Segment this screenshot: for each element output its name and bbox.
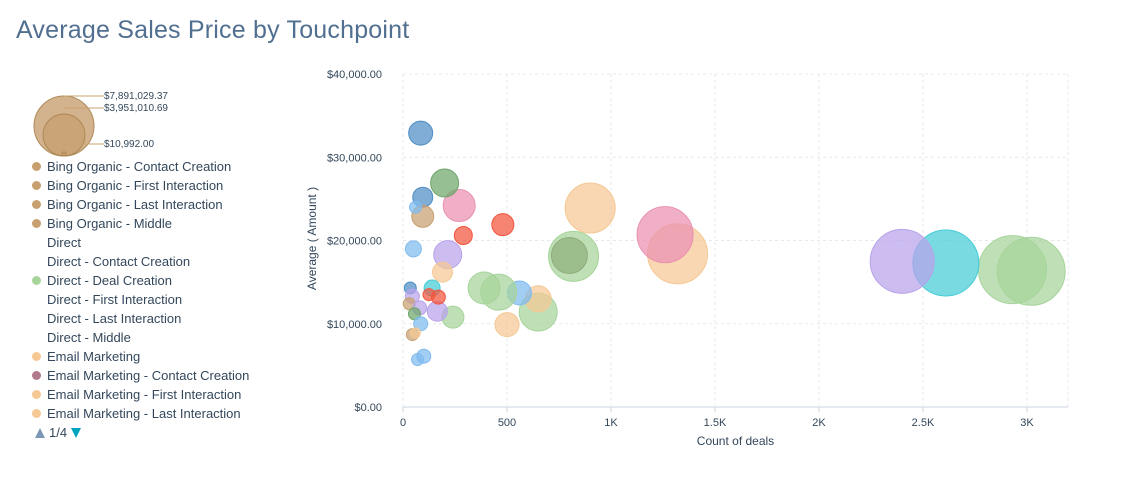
size-legend-svg: $7,891,029.37 $3,951,010.69 $10,992.00 xyxy=(33,91,168,157)
y-tick-label: $20,000.00 xyxy=(327,236,382,248)
legend-item[interactable]: Direct xyxy=(32,233,292,252)
legend-item-label: Email Marketing - Last Interaction xyxy=(47,406,241,421)
size-legend-label-small: $10,992.00 xyxy=(104,139,154,150)
legend-item[interactable]: Direct - Last Interaction xyxy=(32,309,292,328)
legend-swatch-icon xyxy=(32,390,41,399)
y-tick-label: $40,000.00 xyxy=(327,69,382,81)
size-legend-circle-small xyxy=(61,151,67,157)
legend-item[interactable]: Direct - Deal Creation xyxy=(32,271,292,290)
bubble-point xyxy=(422,288,436,302)
x-tick-label: 1.5K xyxy=(704,417,727,429)
legend-item-label: Bing Organic - Contact Creation xyxy=(47,159,232,174)
legend-swatch-icon xyxy=(32,276,41,285)
bubble-point xyxy=(411,353,425,367)
legend-swatch-icon xyxy=(32,352,41,361)
legend-pager: 1/4 xyxy=(34,425,82,440)
x-tick-label: 1K xyxy=(604,417,618,429)
legend-item-label: Direct - First Interaction xyxy=(47,292,183,307)
legend-swatch-icon xyxy=(32,181,41,190)
bubble-point xyxy=(494,312,520,338)
bubble-point xyxy=(430,168,460,198)
x-tick-label: 2K xyxy=(812,417,826,429)
bubble-point xyxy=(408,200,422,214)
size-legend-label-medium: $3,951,010.69 xyxy=(104,103,168,114)
bubble-point xyxy=(409,327,421,339)
legend-swatch-icon xyxy=(32,371,41,380)
legend-swatch-icon xyxy=(32,200,41,209)
y-tick-label: $10,000.00 xyxy=(327,319,382,331)
bubble-point xyxy=(869,228,935,294)
legend-item[interactable]: Direct - Contact Creation xyxy=(32,252,292,271)
legend-item-label: Direct - Last Interaction xyxy=(47,311,182,326)
chart-title: Average Sales Price by Touchpoint xyxy=(16,16,410,44)
y-axis-title: Average ( Amount ) xyxy=(305,187,319,290)
bubble-point xyxy=(432,261,454,283)
legend-item[interactable]: Bing Organic - Middle xyxy=(32,214,292,233)
legend-item-label: Bing Organic - Middle xyxy=(47,216,172,231)
legend-item-label: Direct - Middle xyxy=(47,330,131,345)
legend-item[interactable]: Bing Organic - Contact Creation xyxy=(32,157,292,176)
legend-item-label: Bing Organic - Last Interaction xyxy=(47,197,223,212)
bubble-point xyxy=(404,240,422,258)
bubble-point xyxy=(413,316,429,332)
x-tick-label: 2.5K xyxy=(912,417,935,429)
legend-item-label: Email Marketing - First Interaction xyxy=(47,387,242,402)
x-tick-label: 500 xyxy=(498,417,516,429)
legend-item-label: Bing Organic - First Interaction xyxy=(47,178,224,193)
legend-item-label: Email Marketing - Contact Creation xyxy=(47,368,250,383)
legend-swatch-icon xyxy=(32,162,41,171)
legend-item[interactable]: Bing Organic - Last Interaction xyxy=(32,195,292,214)
pager-up-icon[interactable] xyxy=(34,427,46,439)
legend-item[interactable]: Email Marketing xyxy=(32,347,292,366)
bubble-point xyxy=(977,235,1047,305)
legend-item[interactable]: Bing Organic - First Interaction xyxy=(32,176,292,195)
bubble-point xyxy=(636,206,694,264)
x-tick-label: 3K xyxy=(1020,417,1034,429)
legend-item[interactable]: Direct - First Interaction xyxy=(32,290,292,309)
bubble-point xyxy=(453,226,473,246)
size-legend-label-large: $7,891,029.37 xyxy=(104,91,168,102)
y-tick-label: $0.00 xyxy=(354,402,382,414)
bubble-point xyxy=(491,213,515,237)
legend-item-label: Direct xyxy=(47,235,81,250)
series-legend: Bing Organic - Contact Creation Bing Orga… xyxy=(32,157,292,423)
bubble-point xyxy=(408,120,434,146)
legend-item[interactable]: Direct - Middle xyxy=(32,328,292,347)
x-axis-title: Count of deals xyxy=(697,434,774,448)
legend-item[interactable]: Email Marketing - Last Interaction xyxy=(32,404,292,423)
bubble-point xyxy=(467,271,501,305)
bubble-point xyxy=(550,236,588,274)
legend-item-label: Email Marketing xyxy=(47,349,141,364)
pager-page-indicator: 1/4 xyxy=(49,425,68,440)
pager-down-icon[interactable] xyxy=(70,427,82,439)
legend-item[interactable]: Email Marketing - Contact Creation xyxy=(32,366,292,385)
y-tick-label: $30,000.00 xyxy=(327,152,382,164)
legend-item-label: Direct - Deal Creation xyxy=(47,273,172,288)
bubble-point xyxy=(564,182,616,234)
legend-swatch-icon xyxy=(32,219,41,228)
bubble-point xyxy=(442,189,476,223)
legend-item[interactable]: Email Marketing - First Interaction xyxy=(32,385,292,404)
x-tick-label: 0 xyxy=(400,417,406,429)
legend-item-label: Direct - Contact Creation xyxy=(47,254,191,269)
legend-swatch-icon xyxy=(32,409,41,418)
bubble-size-legend: $7,891,029.37 $3,951,010.69 $10,992.00 xyxy=(28,86,188,157)
